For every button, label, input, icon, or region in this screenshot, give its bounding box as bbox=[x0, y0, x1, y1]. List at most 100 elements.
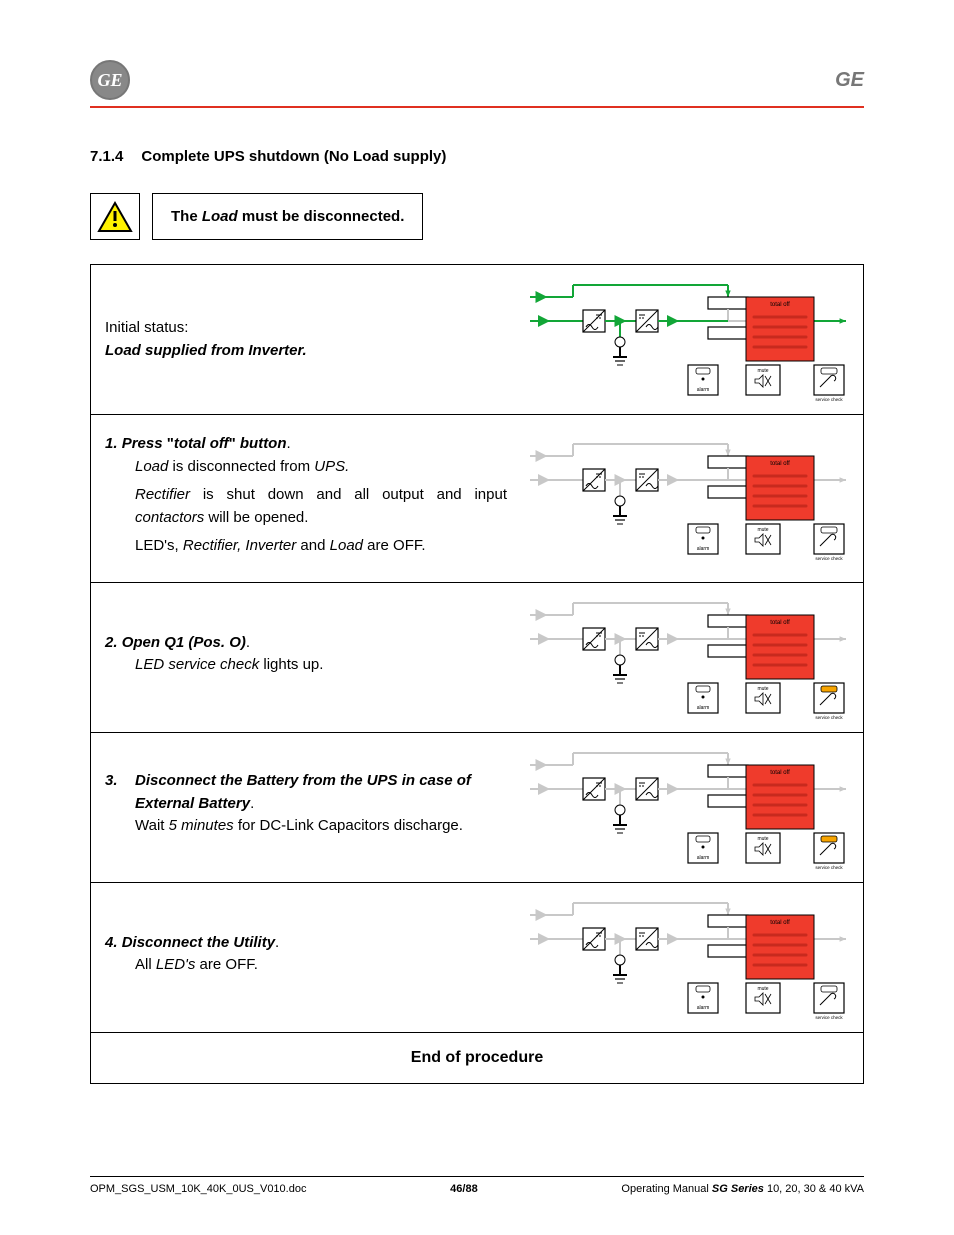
diagram-step-2: alarm total off mute service check bbox=[523, 583, 863, 732]
step-1-title-c: button bbox=[236, 435, 287, 452]
step-1-dot: . bbox=[287, 435, 291, 452]
diagram-step-1: alarmtotal offmuteservice check bbox=[523, 415, 863, 582]
ups-diagram-2: alarm total off mute service check bbox=[528, 597, 848, 722]
step-3-dot: . bbox=[250, 795, 254, 812]
warning-text: The Load must be disconnected. bbox=[152, 193, 423, 240]
initial-status-text: Initial status: Load supplied from Inver… bbox=[91, 265, 523, 414]
step-2-body: LED service check lights up. bbox=[135, 654, 507, 683]
step-2-text: 2. Open Q1 (Pos. O). LED service check l… bbox=[91, 583, 523, 732]
s4b-a: All bbox=[135, 956, 156, 973]
s1b2b: is shut down and all output and input bbox=[190, 486, 507, 503]
svg-text:mute: mute bbox=[757, 836, 768, 842]
s1b3p: LED's, bbox=[135, 537, 183, 554]
step-4-row: 4. Disconnect the Utility. All LED's are… bbox=[91, 883, 863, 1033]
s1b1c: UPS. bbox=[314, 458, 349, 475]
footer-right: Operating Manual SG Series 10, 20, 30 & … bbox=[621, 1183, 864, 1195]
page-footer: OPM_SGS_USM_10K_40K_0US_V010.doc 46/88 O… bbox=[90, 1176, 864, 1195]
svg-text:total off: total off bbox=[770, 770, 790, 776]
ge-logo-text: GE bbox=[97, 70, 122, 91]
initial-line2: Load supplied from Inverter. bbox=[105, 340, 507, 363]
step-3-row: 3. Disconnect the Battery from the UPS i… bbox=[91, 733, 863, 883]
step-2-row: 2. Open Q1 (Pos. O). LED service check l… bbox=[91, 583, 863, 733]
s1b3d: are OFF. bbox=[363, 537, 426, 554]
s4b-b: LED's bbox=[156, 956, 196, 973]
step-4-text: 4. Disconnect the Utility. All LED's are… bbox=[91, 883, 523, 1032]
section-number: 7.1.4 bbox=[90, 148, 123, 165]
svg-text:total off: total off bbox=[770, 920, 790, 926]
svg-text:alarm: alarm bbox=[697, 1005, 710, 1011]
svg-text:service check: service check bbox=[815, 715, 843, 720]
ups-diagram-4: alarm total off mute service check bbox=[528, 897, 848, 1022]
step-2-dot: . bbox=[246, 634, 250, 651]
step-1-title-a: Press bbox=[122, 435, 167, 452]
s1b2d: will be opened. bbox=[204, 509, 308, 526]
procedure-table: Initial status: Load supplied from Inver… bbox=[90, 264, 864, 1084]
warning-note: The Load must be disconnected. bbox=[90, 193, 864, 240]
svg-text:alarm: alarm bbox=[697, 855, 710, 861]
footer-right-pre: Operating Manual bbox=[621, 1183, 712, 1195]
section-title: Complete UPS shutdown (No Load supply) bbox=[141, 148, 446, 165]
brand-label: GE bbox=[835, 69, 864, 92]
s1b3a: Rectifier, Inverter bbox=[183, 537, 296, 554]
step-4-dot: . bbox=[275, 934, 279, 951]
step-4-title: Disconnect the Utility bbox=[122, 934, 275, 951]
s3b-b: 5 minutes bbox=[169, 817, 234, 834]
footer-left: OPM_SGS_USM_10K_40K_0US_V010.doc bbox=[90, 1183, 306, 1195]
ge-logo: GE bbox=[90, 60, 130, 100]
footer-right-post: 10, 20, 30 & 40 kVA bbox=[764, 1183, 864, 1195]
step-1-body: Load is disconnected from UPS. Rectifier… bbox=[135, 456, 507, 564]
svg-text:mute: mute bbox=[757, 368, 768, 374]
s1b1b: is disconnected from bbox=[168, 458, 314, 475]
s2b-a: LED service check bbox=[135, 656, 259, 673]
step-4-num: 4. bbox=[105, 934, 118, 951]
ups-diagram-1: alarmtotal offmuteservice check bbox=[528, 438, 848, 563]
diagram-step-4: alarm total off mute service check bbox=[523, 883, 863, 1032]
svg-text:mute: mute bbox=[757, 986, 768, 992]
svg-text:service check: service check bbox=[815, 865, 843, 870]
s4b-c: are OFF. bbox=[195, 956, 258, 973]
step-4-body: All LED's are OFF. bbox=[135, 954, 507, 983]
s1b2a: Rectifier bbox=[135, 486, 190, 503]
initial-line1: Initial status: bbox=[105, 317, 507, 340]
step-3-title: Disconnect the Battery from the UPS in c… bbox=[135, 772, 471, 812]
s3b-c: for DC-Link Capacitors discharge. bbox=[234, 817, 463, 834]
svg-text:total off: total off bbox=[770, 461, 790, 467]
page-header: GE GE bbox=[90, 60, 864, 108]
step-1-q2: " bbox=[229, 435, 236, 452]
s1b2c: contactors bbox=[135, 509, 204, 526]
svg-text:mute: mute bbox=[757, 686, 768, 692]
end-of-procedure: End of procedure bbox=[91, 1033, 863, 1083]
step-3-body: Wait 5 minutes for DC-Link Capacitors di… bbox=[135, 815, 507, 844]
warning-icon-box bbox=[90, 193, 140, 240]
step-1-num: 1. bbox=[105, 435, 118, 452]
page: GE GE 7.1.4 Complete UPS shutdown (No Lo… bbox=[0, 0, 954, 1124]
step-1-text: 1. Press "total off" button. Load is dis… bbox=[91, 415, 523, 582]
s1b1a: Load bbox=[135, 458, 168, 475]
step-3-text: 3. Disconnect the Battery from the UPS i… bbox=[91, 733, 523, 882]
svg-text:service check: service check bbox=[815, 1015, 843, 1020]
warn-post: must be disconnected. bbox=[238, 208, 405, 225]
warn-pre: The bbox=[171, 208, 202, 225]
s1b3b: and bbox=[296, 537, 329, 554]
step-2-num: 2. bbox=[105, 634, 118, 651]
svg-text:mute: mute bbox=[757, 527, 768, 533]
svg-text:service check: service check bbox=[815, 397, 843, 402]
warn-load: Load bbox=[202, 208, 238, 225]
footer-mid: 46/88 bbox=[450, 1183, 478, 1195]
step-1-q1: " bbox=[167, 435, 174, 452]
diagram-initial: alarmtotal offmuteservice check bbox=[523, 265, 863, 414]
ups-diagram-3: alarm total off mute service check bbox=[528, 747, 848, 872]
svg-text:service check: service check bbox=[815, 556, 843, 561]
svg-text:total off: total off bbox=[770, 620, 790, 626]
initial-status-row: Initial status: Load supplied from Inver… bbox=[91, 265, 863, 415]
footer-right-bold: SG Series bbox=[712, 1183, 764, 1195]
s3b-a: Wait bbox=[135, 817, 169, 834]
step-1-title-b: total off bbox=[174, 435, 229, 452]
svg-text:alarm: alarm bbox=[697, 705, 710, 711]
step-1-row: 1. Press "total off" button. Load is dis… bbox=[91, 415, 863, 583]
step-2-title: Open Q1 (Pos. O) bbox=[122, 634, 246, 651]
step-3-num: 3. bbox=[105, 770, 135, 815]
diagram-step-3: alarm total off mute service check bbox=[523, 733, 863, 882]
svg-text:total off: total off bbox=[770, 302, 790, 308]
warning-icon bbox=[97, 201, 133, 233]
